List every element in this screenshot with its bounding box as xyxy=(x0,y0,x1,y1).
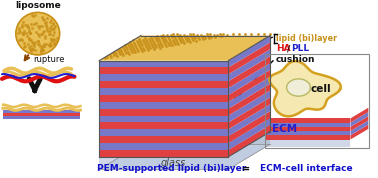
Polygon shape xyxy=(350,125,368,140)
Polygon shape xyxy=(99,102,228,109)
Bar xyxy=(3,110,81,113)
Polygon shape xyxy=(350,112,368,127)
Polygon shape xyxy=(99,67,228,74)
Polygon shape xyxy=(99,36,270,61)
Polygon shape xyxy=(228,70,270,102)
Text: HA: HA xyxy=(276,44,291,53)
Polygon shape xyxy=(350,121,368,135)
Polygon shape xyxy=(228,42,270,74)
Polygon shape xyxy=(99,95,228,102)
Bar xyxy=(3,116,81,119)
Polygon shape xyxy=(228,63,270,95)
Text: rupture: rupture xyxy=(33,55,64,64)
Circle shape xyxy=(16,12,60,55)
Polygon shape xyxy=(99,88,228,95)
Text: liposome: liposome xyxy=(15,1,60,10)
Text: ECM: ECM xyxy=(272,124,297,134)
Polygon shape xyxy=(99,150,228,157)
Bar xyxy=(266,123,350,127)
Polygon shape xyxy=(99,81,228,88)
Polygon shape xyxy=(228,77,270,109)
Polygon shape xyxy=(228,84,270,116)
Text: PEM-supported lipid (bi)layer: PEM-supported lipid (bi)layer xyxy=(97,164,246,173)
Polygon shape xyxy=(99,143,228,150)
Polygon shape xyxy=(99,61,228,67)
Polygon shape xyxy=(228,125,270,157)
Polygon shape xyxy=(287,79,310,96)
Text: ECM-cell interface: ECM-cell interface xyxy=(260,164,353,173)
Text: cell: cell xyxy=(310,84,331,95)
Polygon shape xyxy=(99,122,228,129)
Bar xyxy=(266,127,350,131)
Polygon shape xyxy=(228,97,270,129)
Polygon shape xyxy=(228,132,270,169)
Polygon shape xyxy=(228,111,270,143)
Text: lipid (bi)layer: lipid (bi)layer xyxy=(276,34,337,43)
Bar xyxy=(266,118,350,123)
Polygon shape xyxy=(99,157,228,169)
Polygon shape xyxy=(99,109,228,116)
Polygon shape xyxy=(350,108,368,123)
Text: =: = xyxy=(242,163,250,173)
Bar xyxy=(266,131,350,135)
Polygon shape xyxy=(228,104,270,136)
Polygon shape xyxy=(99,144,270,169)
Polygon shape xyxy=(99,129,228,136)
Text: /: / xyxy=(287,44,290,53)
Bar xyxy=(265,54,369,148)
Polygon shape xyxy=(228,36,270,67)
Bar xyxy=(266,135,350,140)
Polygon shape xyxy=(228,91,270,122)
Polygon shape xyxy=(99,132,270,157)
Text: PLL: PLL xyxy=(291,44,309,53)
Text: glass: glass xyxy=(161,158,186,168)
Polygon shape xyxy=(228,118,270,150)
Polygon shape xyxy=(228,56,270,88)
Bar xyxy=(3,113,81,116)
Polygon shape xyxy=(99,74,228,81)
Text: cushion: cushion xyxy=(276,55,316,64)
Polygon shape xyxy=(228,49,270,81)
Polygon shape xyxy=(350,116,368,131)
Bar xyxy=(266,140,350,147)
Polygon shape xyxy=(99,116,228,122)
Polygon shape xyxy=(270,61,341,116)
Polygon shape xyxy=(99,136,228,143)
